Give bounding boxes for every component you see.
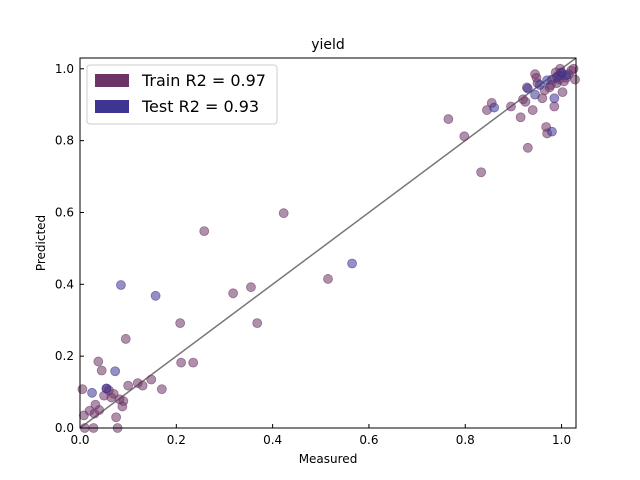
train-point [120,334,131,344]
test-point [547,126,557,137]
y-tick-label: 1.0 [55,62,74,76]
train-point [323,274,333,284]
parity-line [79,57,577,429]
train-point [476,167,487,178]
train-point [77,384,88,395]
data-points [77,57,580,433]
train-point [228,288,239,299]
train-point [570,74,580,85]
y-tick-label: 0.0 [55,421,74,435]
train-point [94,405,105,415]
train-point [506,101,516,112]
train-point [557,87,568,98]
test-point [347,258,357,269]
train-point [549,101,560,112]
train-point [176,357,187,368]
train-point [443,114,454,124]
y-tick-label: 0.8 [55,134,74,148]
train-point [175,318,186,329]
train-point [522,142,533,153]
test-point [87,387,97,398]
x-tick-label: 0.0 [70,433,89,447]
x-tick-label: 1.0 [552,433,571,447]
test-point [150,290,161,301]
legend-swatch-test [95,100,129,113]
train-point [156,384,167,395]
legend-swatch-train [95,74,129,87]
x-tick-label: 0.2 [167,433,186,447]
y-tick-label: 0.2 [55,349,74,363]
test-point [110,366,121,377]
train-point [118,396,129,406]
x-axis-label: Measured [299,452,358,466]
y-tick-label: 0.6 [55,205,74,219]
train-point [188,357,199,368]
chart-title: yield [311,37,345,53]
x-tick-label: 0.6 [359,433,378,447]
test-point [530,89,540,100]
test-point [489,102,500,113]
test-point [101,383,112,394]
test-point [522,83,533,94]
test-point [542,75,553,86]
train-point [459,131,470,142]
train-point [246,282,256,293]
legend-label-train: Train R2 = 0.97 [141,71,266,90]
test-point [116,280,126,290]
train-point [137,380,148,391]
train-point [278,208,289,219]
y-tick-label: 0.4 [55,277,74,291]
y-axis-label: Predicted [34,215,48,271]
train-point [520,96,531,107]
train-point [111,412,122,423]
legend-box [86,64,278,125]
train-point [568,63,579,74]
axis-ticks: 0.0 0.2 0.4 0.6 0.8 1.0 0.0 0.2 0.4 0.6 0.8 1.0 [55,62,571,447]
test-point [549,93,560,104]
train-point [146,374,157,385]
train-point [515,112,526,123]
plot-frame [79,57,577,429]
x-tick-label: 0.8 [456,433,475,447]
x-tick-label: 0.4 [263,433,282,447]
train-point [527,105,538,115]
train-point [199,226,210,237]
legend: Train R2 = 0.97 Test R2 = 0.93 [86,64,278,125]
legend-label-test: Test R2 = 0.93 [141,97,259,116]
test-point [561,70,572,81]
train-point [96,365,107,376]
train-point [252,318,263,329]
train-point [123,380,134,391]
test-point [534,80,545,90]
train-point [93,356,104,367]
